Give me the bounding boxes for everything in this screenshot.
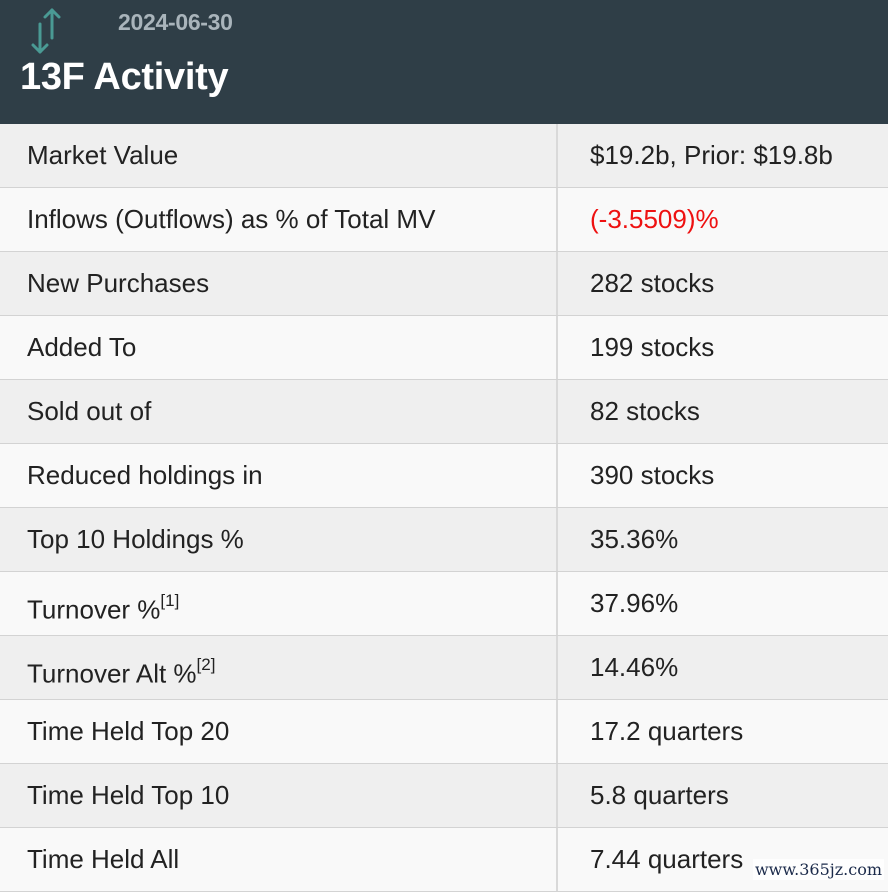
table-row: Top 10 Holdings % 35.36%	[0, 508, 888, 572]
footnote-ref[interactable]: [2]	[196, 655, 216, 674]
row-label: Time Held Top 20	[27, 700, 229, 763]
row-label-text: Top 10 Holdings %	[27, 524, 244, 554]
row-label: Reduced holdings in	[27, 444, 263, 507]
row-label-text: Time Held All	[27, 844, 180, 874]
row-label: Top 10 Holdings %	[27, 508, 244, 571]
row-value: 82 stocks	[590, 396, 700, 426]
row-value: $19.2b, Prior: $19.8b	[590, 140, 833, 170]
header: 2024-06-30 13F Activity	[0, 0, 888, 124]
column-divider	[556, 764, 558, 827]
table-row: Market Value $19.2b, Prior: $19.8b	[0, 124, 888, 188]
row-value: 5.8 quarters	[590, 780, 729, 810]
row-label: Added To	[27, 316, 136, 379]
table-row: Turnover Alt %[2] 14.46%	[0, 636, 888, 700]
table-row: Time Held Top 20 17.2 quarters	[0, 700, 888, 764]
row-label-text: Market Value	[27, 140, 179, 170]
column-divider	[556, 636, 558, 699]
up-down-arrows-icon	[31, 8, 61, 54]
row-label: Turnover %[1]	[27, 572, 179, 635]
row-label-text: Turnover Alt %	[27, 658, 197, 689]
footnote-ref[interactable]: [1]	[160, 591, 180, 610]
row-label: Time Held All	[27, 828, 179, 891]
row-label-text: Inflows (Outflows) as % of Total MV	[27, 204, 436, 234]
table-row: Turnover %[1] 37.96%	[0, 572, 888, 636]
row-label-text: Turnover %	[27, 594, 161, 625]
row-value: 282 stocks	[590, 268, 715, 298]
column-divider	[556, 572, 558, 635]
row-label: Sold out of	[27, 380, 151, 443]
row-value: 35.36%	[590, 524, 679, 554]
table-row: Inflows (Outflows) as % of Total MV (-3.5…	[0, 188, 888, 252]
row-label: Market Value	[27, 124, 178, 187]
table-row: New Purchases 282 stocks	[0, 252, 888, 316]
report-date: 2024-06-30	[118, 9, 233, 35]
row-label: Turnover Alt %[2]	[27, 636, 215, 699]
row-value: 7.44 quarters	[590, 844, 744, 874]
row-value: 37.96%	[590, 588, 679, 618]
table-row: Reduced holdings in 390 stocks	[0, 444, 888, 508]
row-value: 14.46%	[590, 652, 679, 682]
row-value: 17.2 quarters	[590, 716, 744, 746]
row-label: Inflows (Outflows) as % of Total MV	[27, 188, 435, 251]
column-divider	[556, 124, 558, 187]
table-row: Time Held Top 10 5.8 quarters	[0, 764, 888, 828]
activity-table: Market Value $19.2b, Prior: $19.8b Inflows…	[0, 124, 888, 892]
row-label: New Purchases	[27, 252, 209, 315]
column-divider	[556, 700, 558, 763]
column-divider	[556, 508, 558, 571]
row-label-text: New Purchases	[27, 268, 210, 298]
row-label-text: Time Held Top 10	[27, 780, 230, 810]
column-divider	[556, 444, 558, 507]
row-label-text: Time Held Top 20	[27, 716, 230, 746]
column-divider	[556, 188, 558, 251]
row-label-text: Added To	[27, 332, 137, 362]
row-label: Time Held Top 10	[27, 764, 229, 827]
row-label-text: Reduced holdings in	[27, 460, 263, 490]
row-value: 390 stocks	[590, 460, 715, 490]
column-divider	[556, 380, 558, 443]
row-value: 199 stocks	[590, 332, 715, 362]
row-label-text: Sold out of	[27, 396, 152, 426]
column-divider	[556, 316, 558, 379]
row-value: (-3.5509)%	[590, 204, 719, 234]
page-title: 13F Activity	[20, 56, 229, 98]
column-divider	[556, 828, 558, 891]
table-row: Added To 199 stocks	[0, 316, 888, 380]
table-row: Sold out of 82 stocks	[0, 380, 888, 444]
column-divider	[556, 252, 558, 315]
watermark: www.365jz.com	[752, 859, 884, 880]
